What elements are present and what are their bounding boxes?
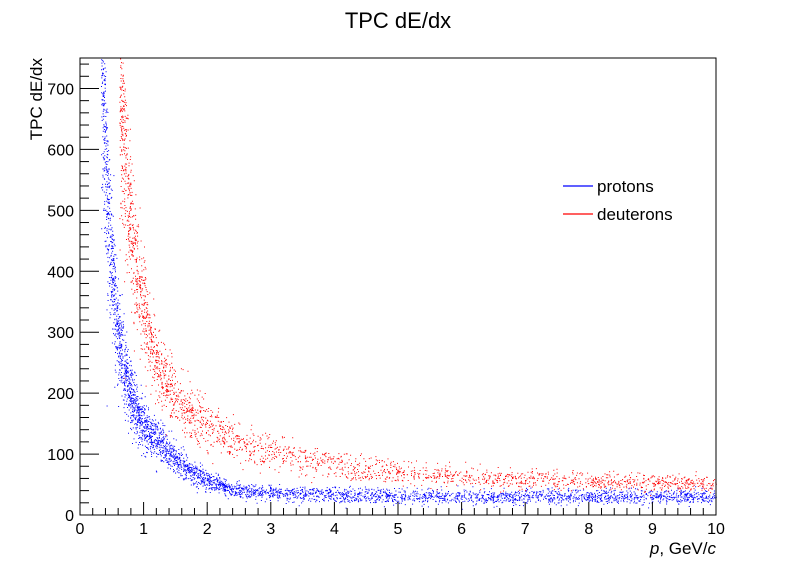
- x-tick-label: 5: [394, 521, 403, 538]
- legend-label-protons: protons: [597, 177, 654, 196]
- x-axis-label: p, GeV/c: [649, 539, 717, 558]
- x-tick-label: 6: [457, 521, 466, 538]
- y-axis: 0 100 200 300 400 500 600 700: [47, 63, 99, 525]
- y-tick-label: 300: [47, 325, 74, 342]
- x-tick-label: 1: [139, 521, 148, 538]
- x-tick-label: 10: [707, 521, 725, 538]
- legend-label-deuterons: deuterons: [597, 205, 673, 224]
- y-tick-label: 400: [47, 264, 74, 281]
- y-tick-label: 100: [47, 447, 74, 464]
- y-tick-label: 700: [47, 81, 74, 98]
- x-axis: 0 1 2 3 4 5 6 7 8 9 10: [76, 502, 725, 538]
- x-axis-label-unit: , GeV/: [659, 539, 707, 558]
- y-tick-label: 600: [47, 142, 74, 159]
- x-tick-label: 7: [521, 521, 530, 538]
- x-tick-label: 3: [266, 521, 275, 538]
- x-tick-label: 9: [648, 521, 657, 538]
- y-tick-label: 500: [47, 203, 74, 220]
- legend: protons deuterons: [563, 177, 673, 224]
- x-tick-label: 2: [203, 521, 212, 538]
- x-tick-label: 0: [76, 521, 85, 538]
- x-tick-label: 4: [330, 521, 339, 538]
- y-tick-label: 0: [65, 508, 74, 525]
- chart-title: TPC dE/dx: [345, 8, 451, 33]
- y-tick-label: 200: [47, 386, 74, 403]
- y-axis-label: TPC dE/dx: [27, 58, 46, 141]
- x-axis-label-c: c: [708, 539, 717, 558]
- x-axis-label-p: p: [649, 539, 659, 558]
- x-tick-label: 8: [584, 521, 593, 538]
